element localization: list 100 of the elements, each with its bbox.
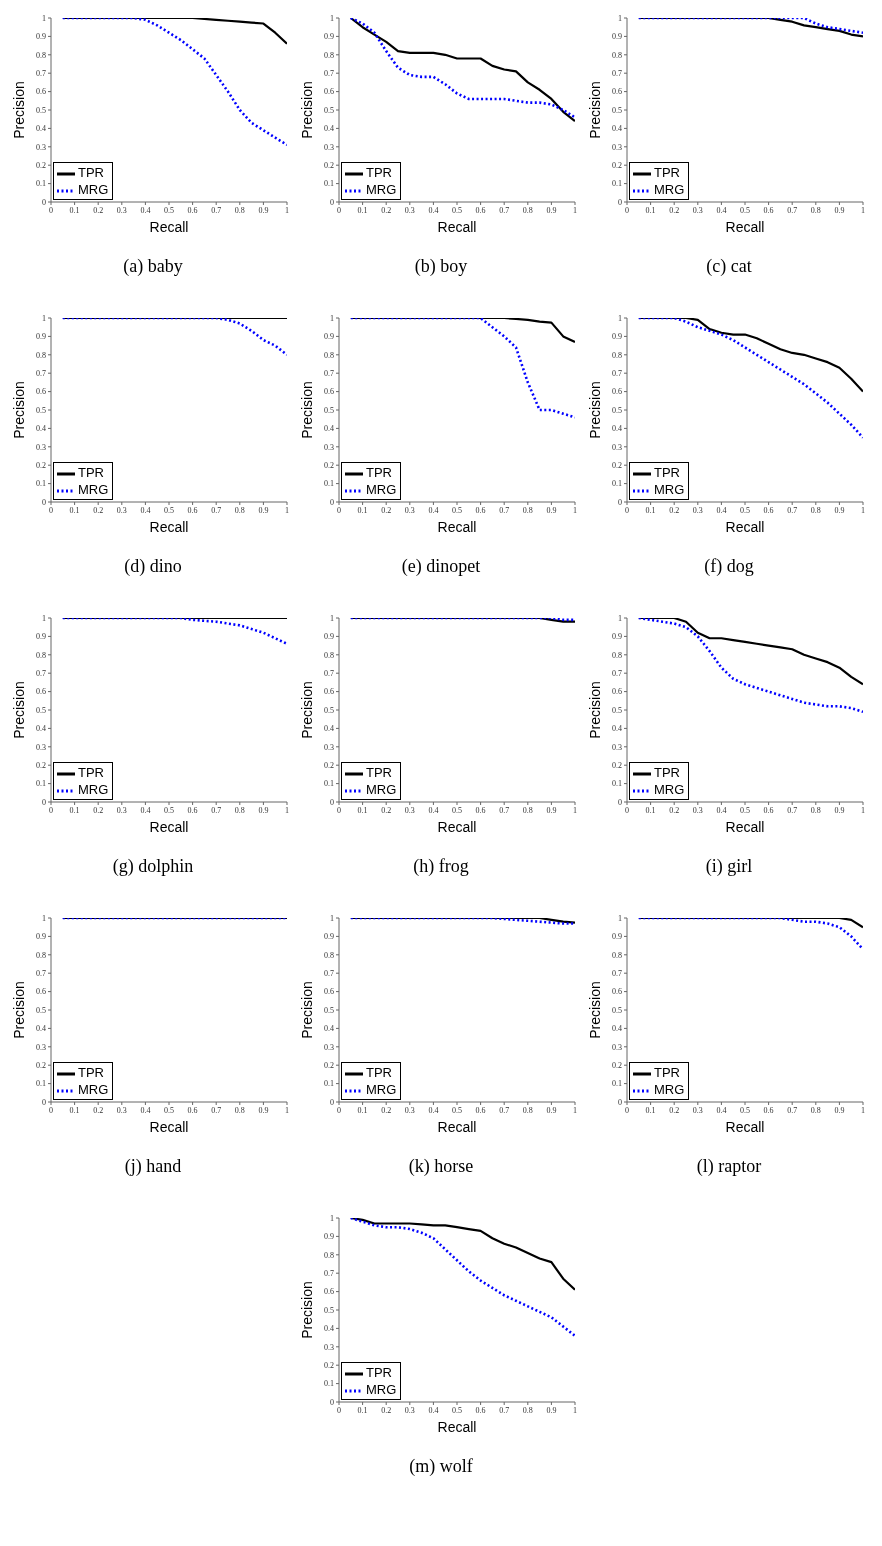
text: (g) dolphin xyxy=(111,856,195,877)
legend-label: TPR xyxy=(366,1365,392,1380)
text: (e) dinopet xyxy=(400,556,482,577)
y-tick-label: 0.5 xyxy=(612,405,622,415)
y-tick-label: 0.5 xyxy=(324,405,334,415)
y-tick-label: 0.3 xyxy=(612,142,622,152)
y-tick-label: 0.8 xyxy=(324,650,334,660)
x-tick-label: 0.7 xyxy=(787,505,798,515)
x-tick-label: 0.6 xyxy=(187,505,198,515)
y-tick-label: 0.2 xyxy=(36,1061,46,1071)
x-tick-label: 0.8 xyxy=(234,805,245,815)
y-tick-label: 0.9 xyxy=(612,332,622,342)
line-series xyxy=(349,318,575,419)
x-axis-title: Recall xyxy=(149,819,189,835)
y-tick-label: 0 xyxy=(42,797,46,807)
y-tick-label: 0.2 xyxy=(612,461,622,471)
y-tick-label: 0.1 xyxy=(36,1079,46,1089)
y-tick-label: 0.6 xyxy=(324,687,334,697)
x-tick-label: 1 xyxy=(573,805,577,815)
x-tick-label: 0.3 xyxy=(692,205,703,215)
x-tick-label: 0.4 xyxy=(716,1105,727,1115)
y-tick-label: 0.3 xyxy=(36,1042,46,1052)
y-tick-label: 0.3 xyxy=(324,1342,334,1352)
y-tick-label: 0.8 xyxy=(324,350,334,360)
y-tick-label: 0.9 xyxy=(324,32,334,42)
y-tick-label: 0.2 xyxy=(36,461,46,471)
y-tick-label: 0.9 xyxy=(36,632,46,642)
x-tick-label: 0.6 xyxy=(475,1405,486,1415)
x-tick-label: 0.6 xyxy=(763,205,774,215)
x-axis-title: Recall xyxy=(725,1119,765,1135)
x-tick-label: 0.8 xyxy=(810,505,821,515)
y-tick-label: 0.7 xyxy=(36,669,46,679)
x-tick-label: 0.2 xyxy=(93,1105,104,1115)
x-tick-label: 0.7 xyxy=(787,1105,798,1115)
y-tick-label: 0.2 xyxy=(612,761,622,771)
x-tick-label: 0.9 xyxy=(834,805,845,815)
x-tick-label: 0.2 xyxy=(93,805,104,815)
x-tick-label: 0.8 xyxy=(810,1105,821,1115)
x-tick-label: 0.7 xyxy=(211,505,222,515)
y-tick-label: 0.9 xyxy=(324,1232,334,1242)
y-tick-label: 0.6 xyxy=(36,387,46,397)
x-tick-label: 0.9 xyxy=(546,1105,557,1115)
line-series xyxy=(61,618,287,646)
x-tick-label: 0.8 xyxy=(522,1405,533,1415)
legend-label: MRG xyxy=(366,482,397,497)
legend-label: MRG xyxy=(654,1082,685,1097)
y-axis-title: Precision xyxy=(298,81,315,139)
x-tick-label: 0.9 xyxy=(546,805,557,815)
y-tick-label: 0.3 xyxy=(324,142,334,152)
y-tick-label: 0.7 xyxy=(612,969,622,979)
x-tick-label: 0.2 xyxy=(669,805,680,815)
y-tick-label: 0.3 xyxy=(324,442,334,452)
x-tick-label: 0.3 xyxy=(116,505,127,515)
x-tick-label: 0.2 xyxy=(93,205,104,215)
y-tick-label: 0.2 xyxy=(612,1061,622,1071)
x-tick-label: 0.6 xyxy=(475,1105,486,1115)
y-tick-label: 0.4 xyxy=(36,1024,46,1034)
line-series xyxy=(637,318,863,439)
x-tick-label: 0.2 xyxy=(381,1105,392,1115)
x-tick-label: 0.3 xyxy=(692,805,703,815)
y-tick-label: 1 xyxy=(330,613,334,623)
x-tick-label: 0.7 xyxy=(499,505,510,515)
x-tick-label: 0 xyxy=(625,1105,629,1115)
y-axis-title: Precision xyxy=(298,681,315,739)
x-tick-label: 0.2 xyxy=(381,505,392,515)
x-tick-label: 0.4 xyxy=(428,205,439,215)
x-tick-label: 0.3 xyxy=(116,805,127,815)
x-tick-label: 0 xyxy=(625,505,629,515)
x-tick-label: 0.4 xyxy=(428,1405,439,1415)
y-tick-label: 0.2 xyxy=(324,1061,334,1071)
legend-label: MRG xyxy=(366,182,397,197)
y-tick-label: 0 xyxy=(330,497,334,507)
text: (i) girl xyxy=(704,856,754,877)
y-tick-label: 0.6 xyxy=(612,687,622,697)
x-tick-label: 0.9 xyxy=(546,1405,557,1415)
x-tick-label: 0.1 xyxy=(645,1105,656,1115)
y-tick-label: 0 xyxy=(330,797,334,807)
y-tick-label: 0.8 xyxy=(612,650,622,660)
x-tick-label: 0.5 xyxy=(164,1105,174,1115)
y-tick-label: 0.4 xyxy=(612,1024,622,1034)
y-tick-label: 0.8 xyxy=(612,350,622,360)
x-tick-label: 0.1 xyxy=(357,205,368,215)
y-tick-label: 0.7 xyxy=(324,669,334,679)
y-tick-label: 0.7 xyxy=(612,669,622,679)
y-tick-label: 0.1 xyxy=(36,479,46,489)
y-tick-label: 0.1 xyxy=(612,479,622,489)
y-tick-label: 0 xyxy=(618,1097,622,1107)
legend-label: MRG xyxy=(654,182,685,197)
y-tick-label: 0.5 xyxy=(612,705,622,715)
y-tick-label: 0.5 xyxy=(36,405,46,415)
y-tick-label: 0.6 xyxy=(612,987,622,997)
text: (h) frog xyxy=(412,856,470,877)
text: (f) dog xyxy=(703,556,755,577)
x-tick-label: 0.5 xyxy=(164,505,174,515)
y-axis-title: Precision xyxy=(10,981,27,1039)
y-tick-label: 0.7 xyxy=(612,369,622,379)
y-tick-label: 0.4 xyxy=(36,424,46,434)
x-tick-label: 1 xyxy=(285,1105,289,1115)
x-tick-label: 1 xyxy=(573,505,577,515)
x-tick-label: 0.9 xyxy=(258,1105,269,1115)
